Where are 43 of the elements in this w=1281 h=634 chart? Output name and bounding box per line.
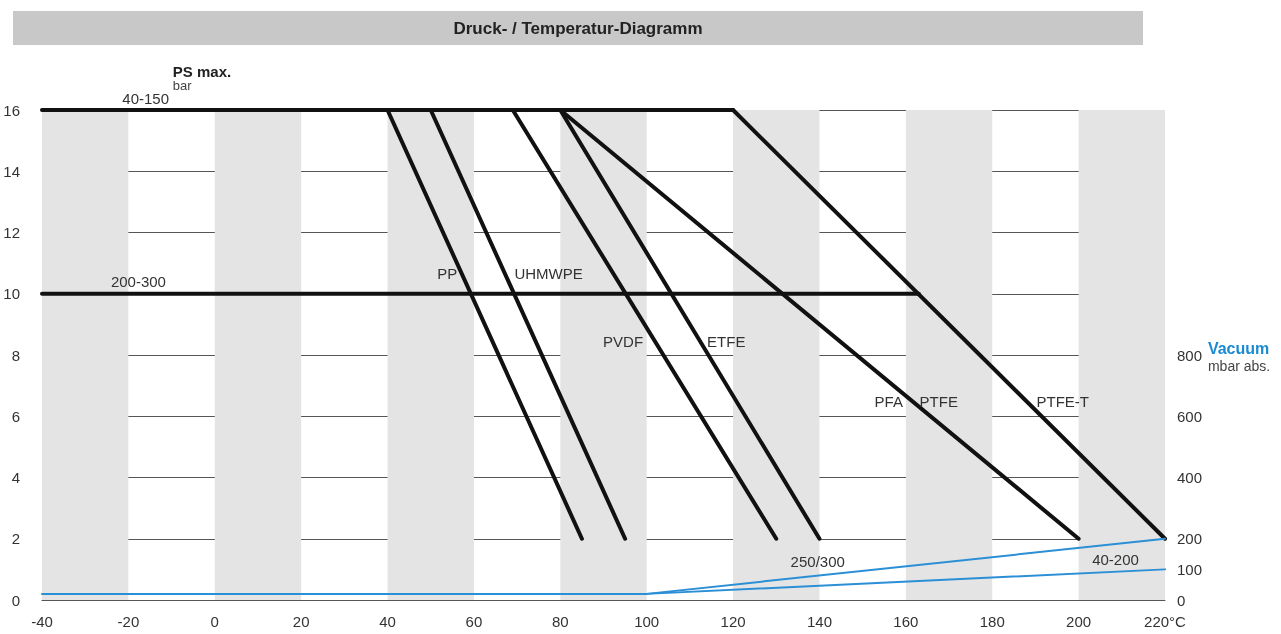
x-tick-label: 100	[634, 613, 660, 630]
x-tick-label: 200	[1066, 613, 1092, 630]
x-tick-label: 180	[979, 613, 1005, 630]
y2-tick-label: 600	[1177, 407, 1203, 425]
chart-title: Druck- / Temperatur-Diagramm	[453, 18, 703, 38]
annotation: PTFE	[919, 393, 958, 411]
x-tick-label: 0	[210, 613, 219, 630]
series-label: 200-300	[110, 273, 166, 291]
series-label: PVDF	[603, 333, 644, 351]
y-tick-label: 0	[11, 591, 20, 609]
y2-tick-label: 400	[1177, 469, 1203, 486]
series-label: PFA	[874, 393, 903, 411]
y-tick-label: 2	[11, 530, 20, 548]
y-tick-label: 16	[3, 101, 20, 119]
series-label: UHMWPE	[514, 264, 583, 282]
y-tick-label: 14	[3, 162, 20, 180]
y-tick-label: 10	[3, 285, 20, 303]
y2-tick-label: 200	[1177, 530, 1203, 548]
y2-tick-label: 0	[1177, 591, 1186, 609]
x-tick-label: -20	[117, 613, 140, 630]
series-label: PP	[437, 264, 458, 282]
x-tick-label: 220°C	[1144, 613, 1187, 630]
y-tick-label: 4	[11, 469, 20, 486]
y-axis-title: PS max. bar	[172, 63, 232, 93]
y-tick-label: 8	[11, 346, 20, 364]
x-tick-label: 120	[720, 613, 746, 630]
x-tick-label: 80	[551, 613, 569, 630]
series-label: ETFE	[707, 333, 746, 351]
y-tick-label: 12	[3, 224, 20, 241]
x-tick-label: 60	[465, 613, 483, 630]
series-label: 40-150	[122, 89, 170, 107]
x-tick-label: 20	[292, 613, 310, 630]
x-tick-label: 160	[893, 613, 919, 630]
y2-tick-label: 800	[1177, 346, 1203, 364]
x-tick-label: 40	[379, 613, 396, 630]
x-tick-label: 140	[806, 613, 832, 630]
y2-tick-label: 100	[1177, 560, 1203, 578]
series-label: 250/300	[790, 553, 845, 571]
y-tick-label: 6	[11, 407, 20, 425]
x-tick-label: -40	[31, 613, 53, 630]
series-label: PTFE-T	[1036, 393, 1090, 411]
series-label: 40-200	[1092, 550, 1139, 568]
y2-axis-title: Vacuum mbar abs.	[1207, 339, 1271, 374]
